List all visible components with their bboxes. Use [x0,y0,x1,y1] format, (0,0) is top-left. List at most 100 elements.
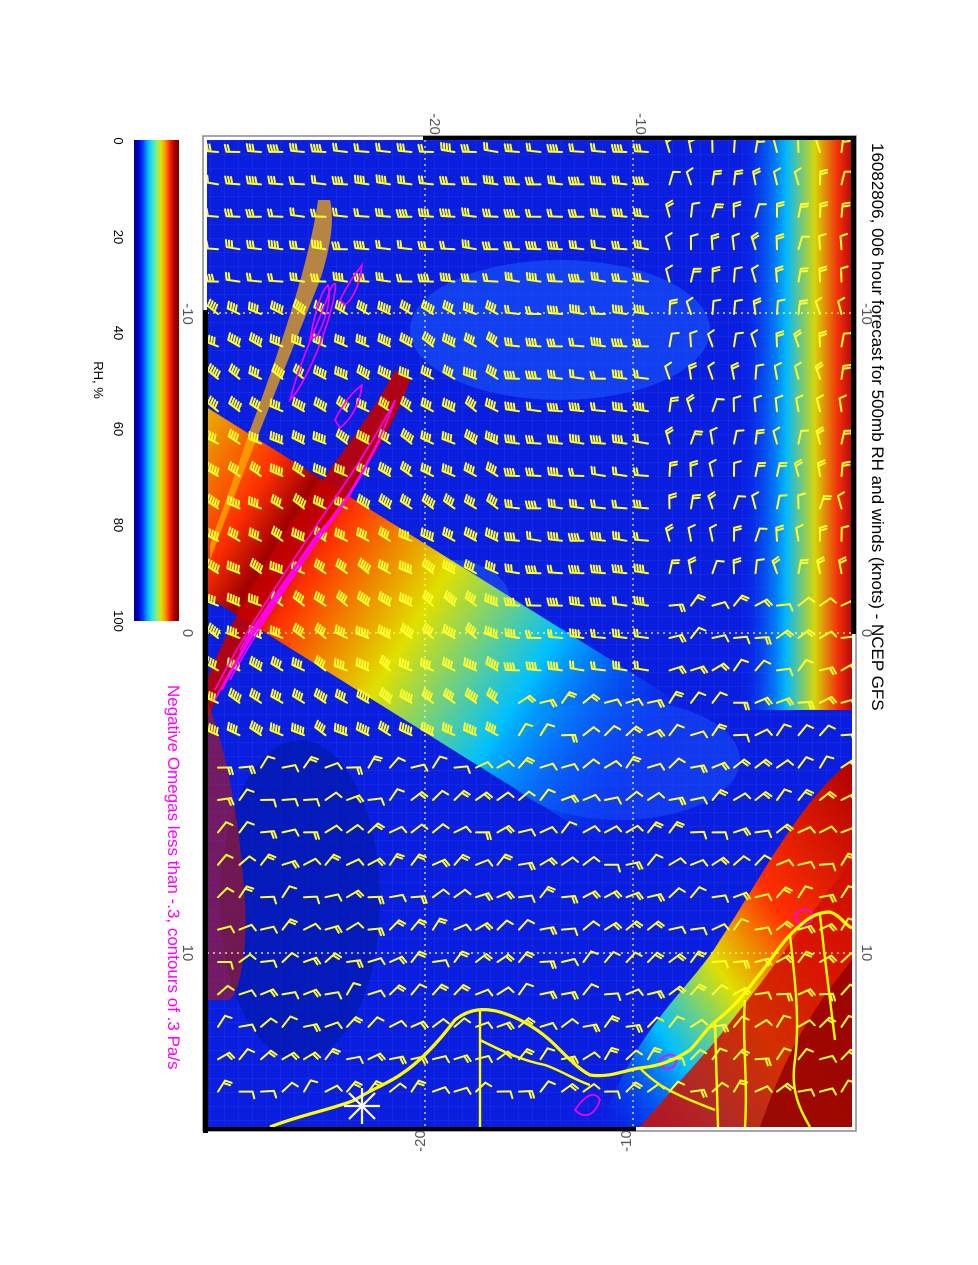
wind-barb [539,885,556,899]
wind-barb [375,174,391,186]
wind-barb [668,953,687,963]
wind-barb [689,459,699,477]
wind-barb [604,1090,621,1100]
wind-barb [396,142,413,153]
colorbar-tick-label: 40 [111,326,126,340]
wind-barb [223,143,241,153]
wind-barb [464,428,478,445]
wind-barb [398,592,413,607]
wind-barb [375,239,391,251]
wind-barb [797,659,814,672]
wind-barb [776,1047,792,1061]
wind-barb [249,720,263,737]
wind-barb [281,798,299,807]
wind-barb [793,167,802,186]
axis-label-bottom: -20 [412,1130,429,1152]
wind-barb [207,689,219,704]
wind-barb [568,467,585,477]
border-line [479,1038,591,1087]
wind-barb [733,658,749,672]
wind-barb [453,950,470,963]
wind-barb [334,527,348,542]
wind-barb [270,525,284,542]
wind-barb [525,401,542,413]
wind-barb [797,756,814,769]
wind-barb [604,760,623,769]
wind-barb [632,531,649,542]
wind-barb [290,333,305,348]
wind-barb [421,622,434,639]
frame-edge-bar [203,1127,636,1131]
wind-barb [690,665,709,675]
wind-barb [417,207,434,218]
wind-barb [754,598,773,607]
wind-barb [288,176,305,186]
wind-barb [332,271,348,283]
wind-barb [711,398,725,413]
wind-barb [840,460,851,477]
axis-label-top: -20 [426,113,443,135]
omega-contour [334,383,363,430]
wind-barb [439,240,456,251]
wind-barb [561,958,579,967]
wind-barb [610,143,628,153]
wind-barb [518,756,535,769]
wind-barb [281,991,300,1000]
wind-barb [484,593,499,607]
wind-barb [797,629,816,639]
wind-barb [632,272,649,283]
wind-barb [346,959,364,969]
wind-barb [503,531,520,542]
wind-barb [776,1082,794,1093]
wind-barb [589,175,606,186]
wind-barb [313,687,328,704]
coastline-path [269,910,852,1127]
wind-barb [398,528,413,542]
wind-barb [270,688,284,704]
wind-barb [249,396,262,413]
wind-barb [303,1023,321,1032]
wind-barb [664,523,674,542]
wind-barb [463,526,478,542]
wind-barb [486,493,499,510]
wind-barb [733,701,750,711]
frame-edge-bar [851,136,856,634]
wind-barb [484,625,499,639]
wind-barb [611,466,628,477]
wind-barb [217,1079,233,1093]
wind-barb [711,140,714,153]
wind-barb [334,463,348,477]
wind-barb [793,329,802,348]
wind-barb [690,796,708,805]
wind-barb [754,991,773,1000]
wind-barb [524,208,542,218]
wind-barb [356,299,370,315]
wind-barb [292,590,305,607]
wind-barb [346,766,363,775]
wind-barb [367,1016,385,1028]
wind-barb [377,461,392,477]
axis-label-right: 10 [858,945,875,962]
wind-barb [733,758,751,769]
wind-barb [711,169,723,186]
wind-barb [485,299,499,315]
map-panel: -20 -10 -20 -10 -10 0 10 -10 0 10 [179,113,875,1152]
wind-barb [539,788,556,801]
omega-contour [239,524,326,651]
wind-barb [217,984,235,996]
wind-barb [291,429,305,445]
wind-barb [289,207,305,218]
wind-barb [245,208,262,218]
wind-barb [461,207,477,218]
wind-barb [389,788,405,801]
wind-barb [776,723,792,737]
wind-barb [539,857,558,866]
wind-barb [525,271,542,283]
wind-barb [840,663,852,672]
wind-barb [668,723,685,737]
rh-patch [220,740,380,1060]
wind-barb [711,984,729,996]
wind-barb [819,1087,837,1096]
wind-barb [547,498,563,510]
wind-barb [771,556,781,575]
